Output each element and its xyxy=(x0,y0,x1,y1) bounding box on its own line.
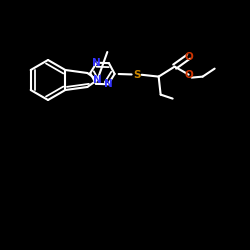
Text: N: N xyxy=(92,58,101,68)
Text: O: O xyxy=(184,52,193,62)
Text: S: S xyxy=(133,70,140,80)
Text: O: O xyxy=(184,70,193,80)
Text: N: N xyxy=(104,79,112,89)
Text: N: N xyxy=(93,75,102,85)
